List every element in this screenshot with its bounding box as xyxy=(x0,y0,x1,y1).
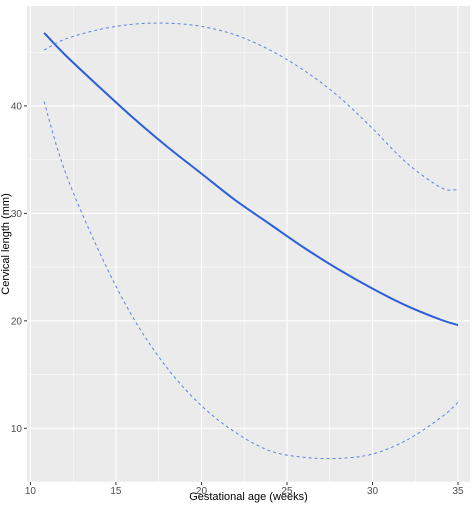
x-tick-label: 25 xyxy=(281,486,293,497)
y-tick-label: 20 xyxy=(11,316,23,327)
x-tick-label: 30 xyxy=(367,486,379,497)
fitted-line xyxy=(43,32,459,327)
x-axis-title: Gestational age (weeks) xyxy=(189,491,308,503)
upper-bound-dashed-line xyxy=(43,22,459,191)
x-axis-ticks: 10 15 20 25 30 35 xyxy=(25,482,464,497)
y-axis-title: Cervical length (mm) xyxy=(0,193,12,294)
y-tick-label: 40 xyxy=(11,101,23,112)
y-tick-label: 10 xyxy=(11,424,23,435)
plot-panel xyxy=(27,6,470,482)
x-tick-label: 20 xyxy=(196,486,208,497)
y-axis-ticks: 10 20 30 40 xyxy=(11,101,27,435)
x-tick-label: 10 xyxy=(25,486,37,497)
x-tick-label: 15 xyxy=(110,486,122,497)
grid-major xyxy=(27,6,470,482)
x-tick-label: 35 xyxy=(452,486,464,497)
grid-minor xyxy=(27,6,470,483)
series-lines xyxy=(43,22,459,460)
y-tick-label: 30 xyxy=(11,209,23,220)
